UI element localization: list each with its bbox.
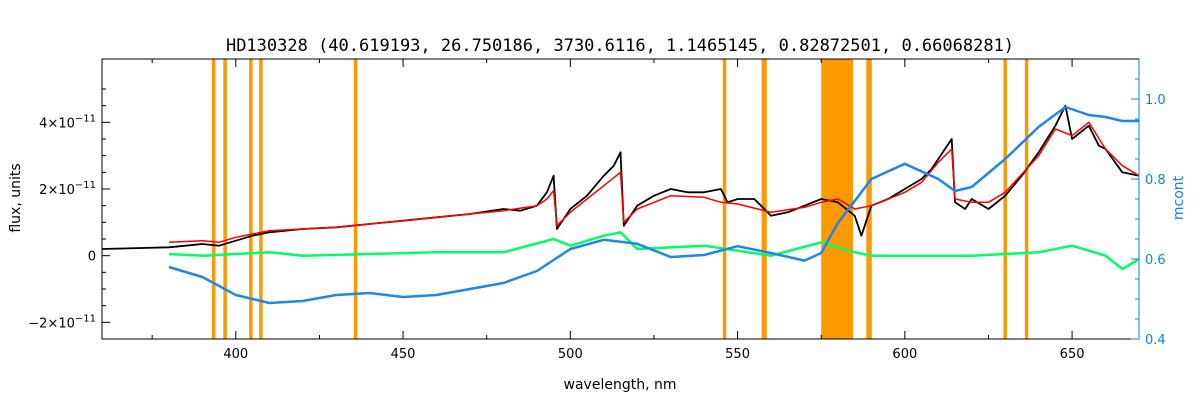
y-tick-label: 2×10−11 (39, 180, 96, 198)
x-axis-title: wavelength, nm (564, 377, 677, 393)
chart-title: HD130328 (40.619193, 26.750186, 3730.611… (226, 36, 1014, 56)
mask-band-group (211, 59, 1029, 339)
residual-series-line (168, 231, 1140, 271)
y-axis-title: flux, units (8, 163, 24, 232)
x-tick-label: 550 (725, 347, 750, 362)
right-tick-label: 1.0 (1145, 93, 1166, 108)
right-tick-label: 0.6 (1145, 253, 1166, 268)
y-tick-label: 4×10−11 (39, 113, 96, 131)
x-tick-label: 650 (1060, 347, 1085, 362)
plot-frame (101, 58, 1140, 340)
right-axis-title: mcont (1171, 175, 1187, 220)
model-series-line (168, 121, 1140, 244)
y-tick-label: 0 (88, 250, 96, 265)
x-tick-label: 450 (391, 347, 416, 362)
continuum-series-line (168, 105, 1139, 305)
right-tick-label: 0.4 (1145, 333, 1166, 348)
right-tick-label: 0.8 (1145, 173, 1166, 188)
x-tick-label: 400 (223, 347, 248, 362)
x-tick-label: 500 (558, 347, 583, 362)
axis-group: 400 450 500 550 600 650 −2×10−11 0 2×10−11 4×10−1… (28, 59, 1166, 362)
x-tick-label: 600 (892, 347, 917, 362)
y-tick-label: −2×10−11 (28, 313, 96, 331)
series-group (101, 104, 1140, 305)
